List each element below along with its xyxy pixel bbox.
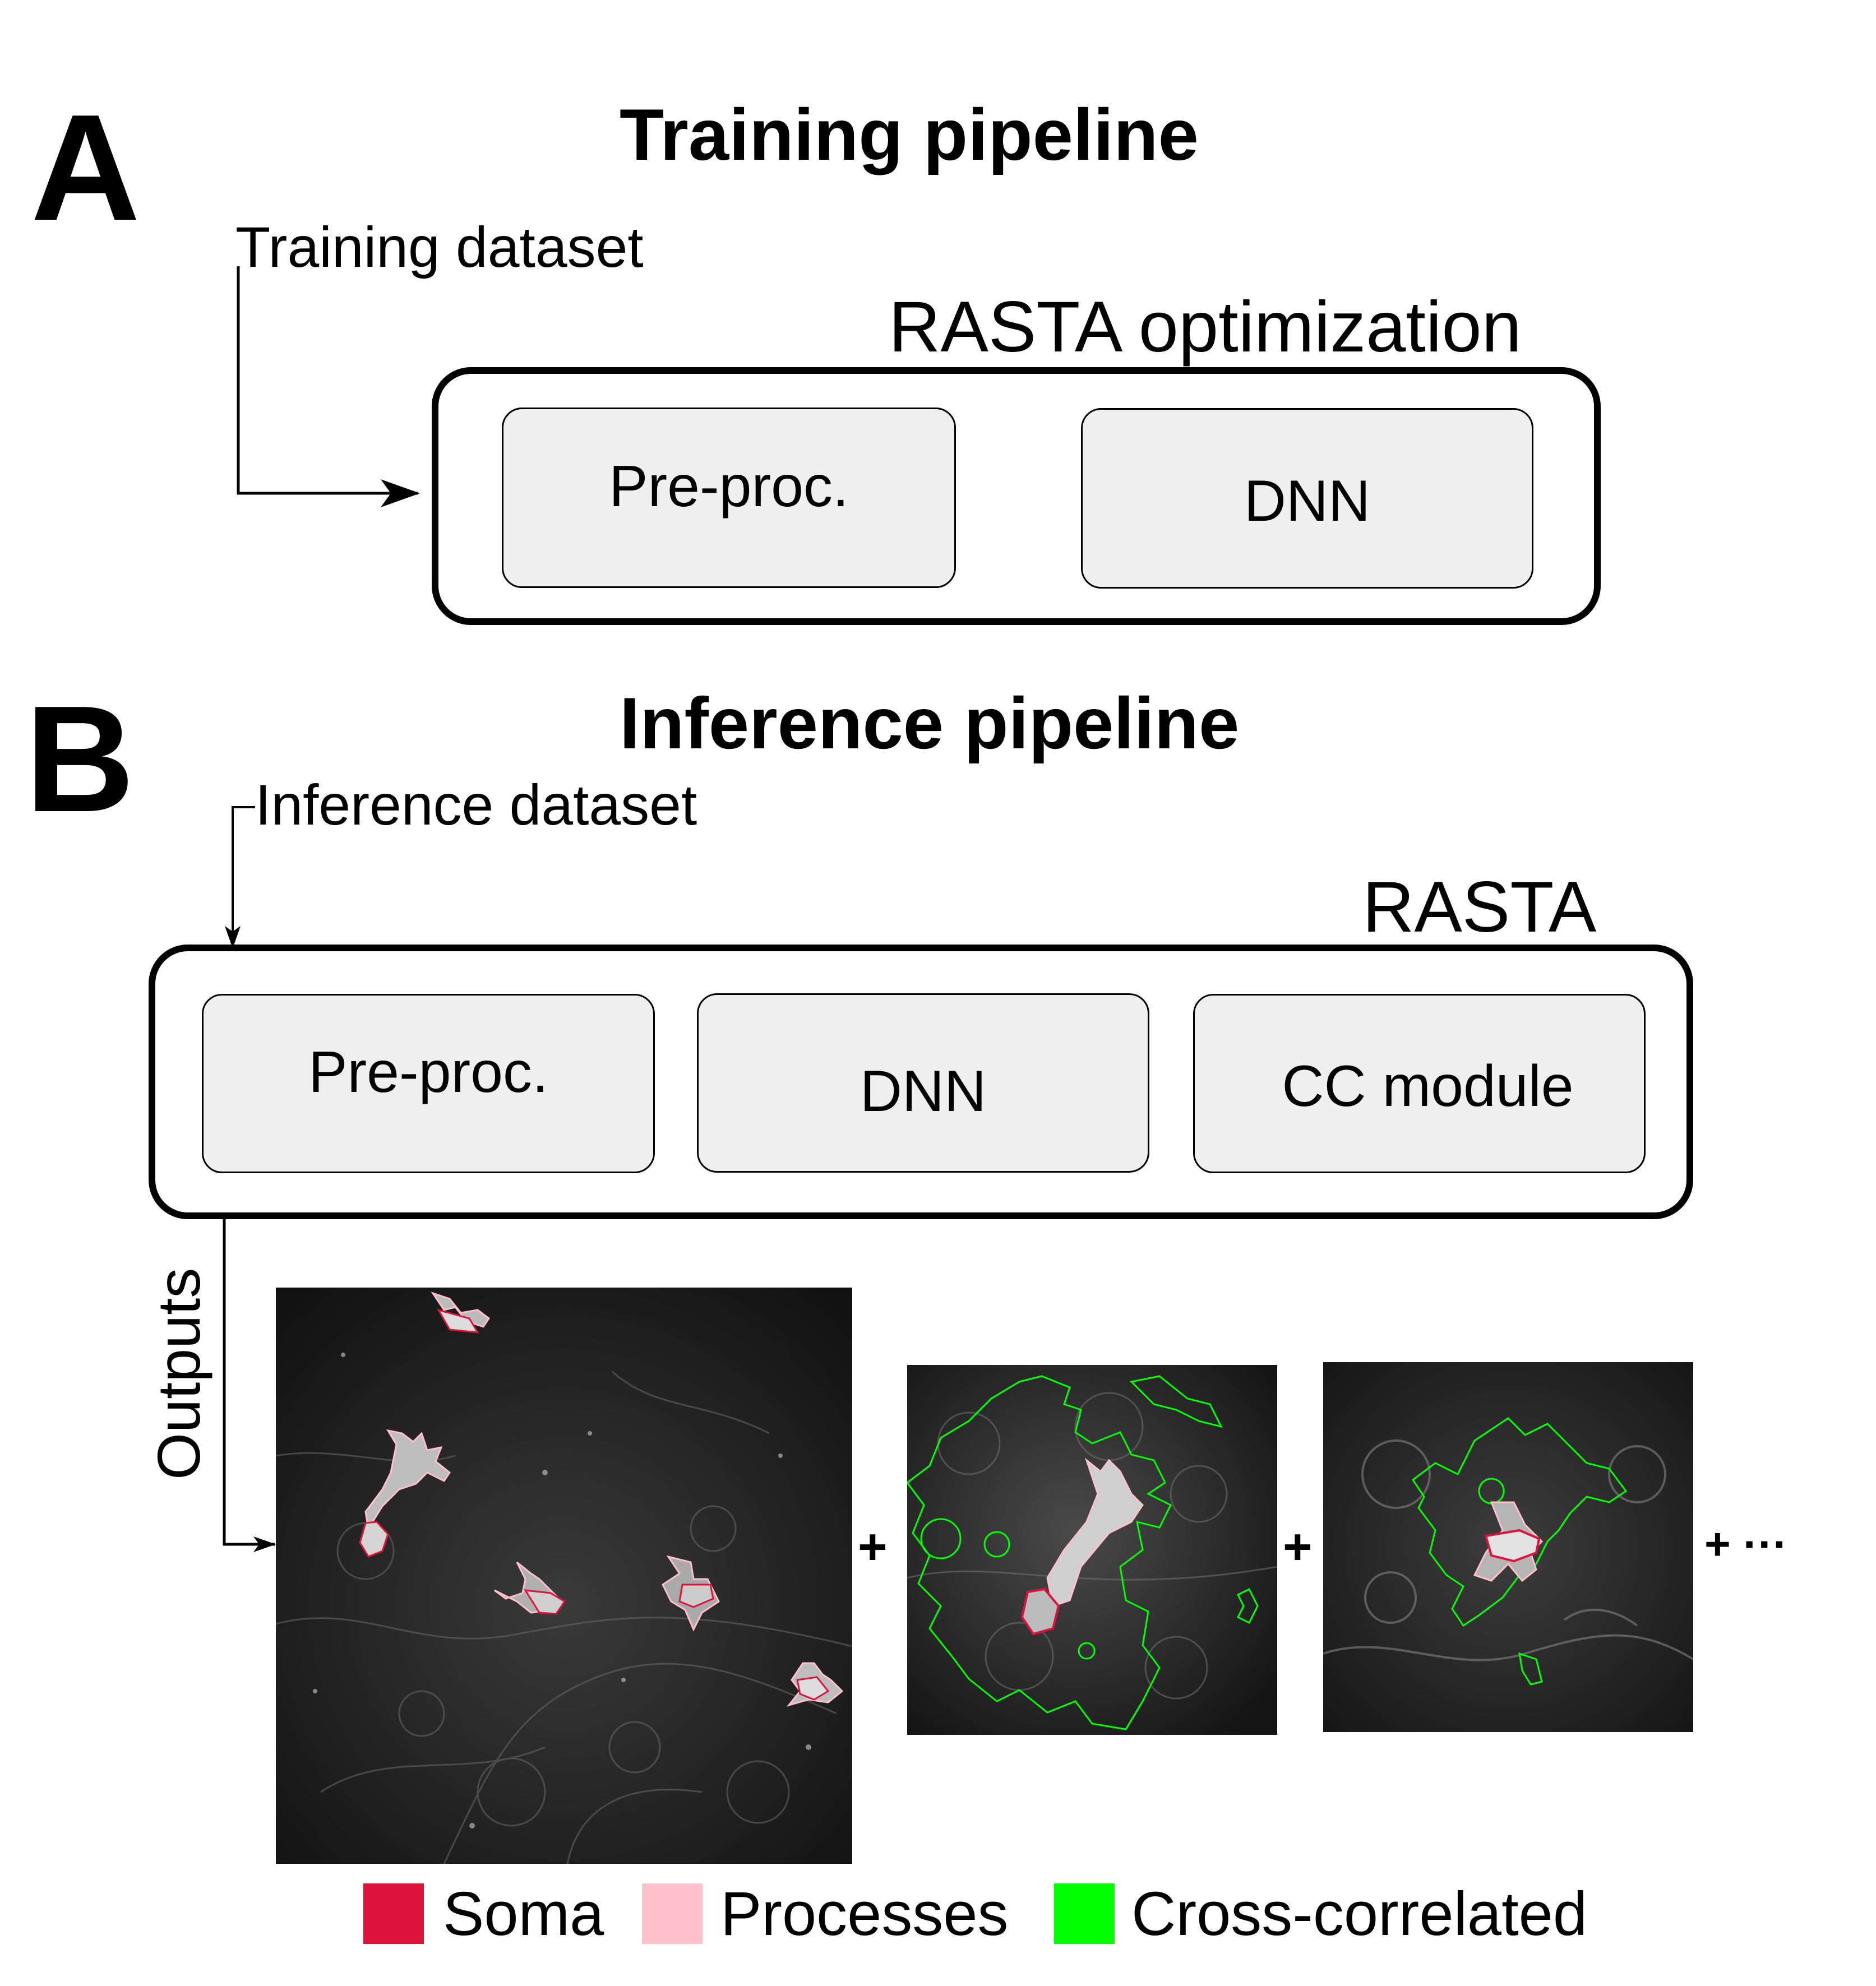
micrograph-large-background xyxy=(276,1288,852,1864)
process-outline xyxy=(1046,1457,1144,1607)
legend-label-cross-correlated: Cross-correlated xyxy=(1131,1879,1588,1948)
soma-outline xyxy=(359,1521,389,1558)
stage-b-preproc: Pre-proc. xyxy=(202,994,655,1173)
micrograph-small-texture xyxy=(1323,1439,1693,1661)
stage-b-cc-label: CC module xyxy=(1282,1053,1574,1119)
cell-outlines-large xyxy=(359,1291,844,1707)
stage-b-dnn: DNN xyxy=(697,993,1149,1173)
inference-dataset-label: Inference dataset xyxy=(255,773,697,837)
cross-correlated-outline xyxy=(1129,1375,1223,1428)
micrograph-large-texture xyxy=(276,1371,852,1864)
soma-outline xyxy=(1020,1587,1060,1636)
rasta-optimization-label: RASTA optimization xyxy=(889,287,1522,367)
cross-correlated-outline xyxy=(1518,1652,1543,1686)
legend-swatch-cross-correlated xyxy=(1054,1883,1115,1944)
soma-outline xyxy=(524,1589,566,1615)
panel-a-title: Training pipeline xyxy=(620,94,1199,175)
micrograph-small xyxy=(1323,1362,1693,1732)
process-outline xyxy=(431,1291,491,1328)
stage-b-cc: CC module xyxy=(1193,994,1646,1173)
inference-input-arrow xyxy=(225,806,255,948)
soma-outline xyxy=(1484,1529,1541,1563)
stage-b-dnn-label: DNN xyxy=(860,1058,987,1124)
cross-correlated-outline xyxy=(1236,1587,1259,1624)
panel-b-letter: B xyxy=(25,675,135,844)
soma-outline xyxy=(678,1584,714,1608)
legend-swatch-processes xyxy=(642,1883,703,1944)
outputs-arrow xyxy=(223,1219,276,1552)
plus-separator-2: + xyxy=(1283,1519,1313,1575)
legend-label-processes: Processes xyxy=(720,1879,1009,1948)
micrograph-medium xyxy=(907,1365,1277,1735)
plus-separator-1: + xyxy=(858,1519,888,1575)
stage-a-dnn: DNN xyxy=(1081,408,1533,589)
training-input-arrow xyxy=(237,266,420,507)
legend-swatch-soma xyxy=(363,1883,424,1944)
outputs-label: Outputs xyxy=(145,1267,212,1480)
panel-b-title: Inference pipeline xyxy=(620,682,1240,764)
micrograph-large xyxy=(276,1288,852,1864)
panel-a-letter: A xyxy=(31,84,140,252)
training-dataset-label: Training dataset xyxy=(235,215,644,279)
cross-correlated-outline xyxy=(920,1518,962,1559)
stage-a-preproc-label: Pre-proc. xyxy=(609,453,849,519)
cross-correlated-outline xyxy=(1411,1417,1628,1627)
soma-outline xyxy=(796,1676,830,1701)
cross-correlated-outline xyxy=(907,1375,1172,1730)
cross-correlated-outline xyxy=(1078,1642,1096,1660)
stage-b-preproc-label: Pre-proc. xyxy=(308,1039,548,1105)
legend-label-soma: Soma xyxy=(443,1879,604,1948)
soma-outline xyxy=(436,1308,479,1334)
stage-a-dnn-label: DNN xyxy=(1244,468,1371,534)
cross-correlated-outline xyxy=(983,1531,1010,1558)
plus-separator-3: + ··· xyxy=(1704,1519,1788,1569)
rasta-label: RASTA xyxy=(1362,867,1597,947)
process-outline xyxy=(364,1429,451,1531)
stage-a-preproc: Pre-proc. xyxy=(502,408,956,588)
